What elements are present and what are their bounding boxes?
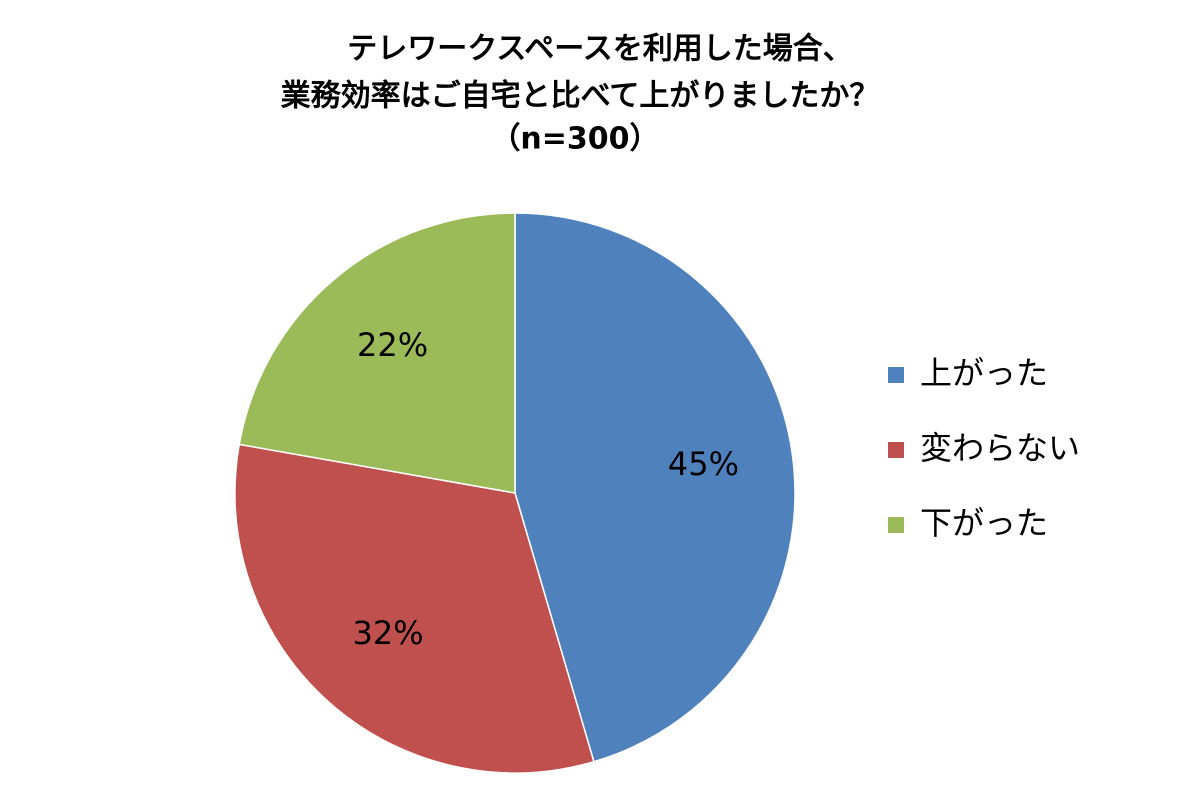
legend-label: 下がった (920, 504, 1048, 542)
legend-swatch (888, 442, 904, 458)
chart-title: テレワークスペースを利用した場合、 (347, 32, 853, 67)
legend-label: 上がった (920, 354, 1048, 392)
data-label: 45% (668, 445, 739, 483)
pie-slice (238, 212, 516, 494)
data-label: 32% (352, 614, 423, 652)
data-label: 22% (357, 326, 428, 364)
legend-swatch (888, 367, 904, 383)
legend-swatch (888, 517, 904, 533)
legend-label: 変わらない (920, 429, 1080, 467)
chart-title: 業務効率はご自宅と比べて上がりましたか？ (281, 79, 880, 114)
pie-slice (514, 212, 796, 763)
pie-slice (234, 443, 595, 774)
chart-title: （n=300） (490, 122, 659, 157)
